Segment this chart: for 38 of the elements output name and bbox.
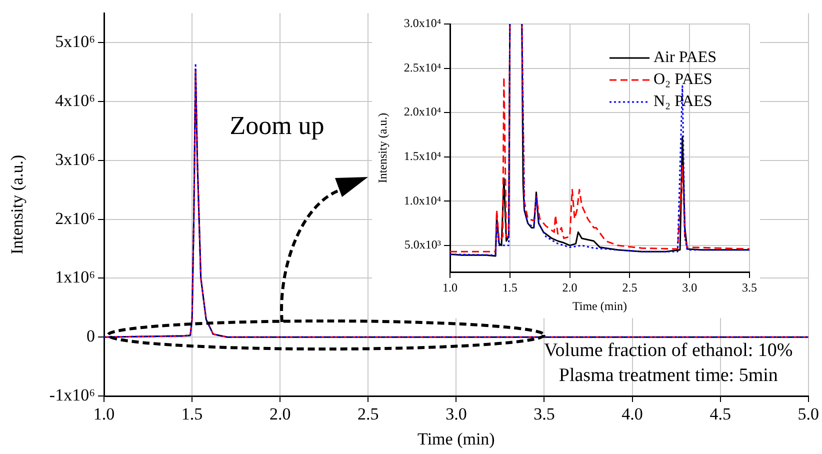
x-tick-label: 5.0 bbox=[798, 404, 819, 424]
y-tick-label: 1.0x10⁴ bbox=[404, 193, 441, 208]
x-tick-label: 3.0 bbox=[446, 404, 467, 424]
x-tick-label: 2.5 bbox=[622, 280, 638, 294]
y-tick-label: 3.0x10⁴ bbox=[404, 16, 441, 30]
x-axis-title: Time (min) bbox=[572, 298, 628, 313]
y-axis-title: Intensity (a.u.) bbox=[375, 112, 390, 184]
y-tick-label: 3x10⁶ bbox=[55, 150, 96, 169]
x-tick-label: 2.5 bbox=[358, 404, 379, 424]
x-tick-label: 3.5 bbox=[742, 280, 757, 294]
y-tick-label: 0 bbox=[86, 326, 95, 346]
annotation: Plasma treatment time: 5min bbox=[558, 364, 778, 386]
annotation: Zoom up bbox=[230, 110, 324, 140]
y-tick-label: 4x10⁶ bbox=[55, 91, 96, 110]
y-tick-label: 5.0x10³ bbox=[404, 238, 442, 252]
y-tick-label: -1x10⁶ bbox=[49, 385, 96, 404]
x-axis-title: Time (min) bbox=[418, 429, 495, 448]
x-tick-label: 2.0 bbox=[269, 404, 291, 424]
x-tick-label: 4.0 bbox=[622, 404, 643, 424]
y-tick-label: 1.5x10⁴ bbox=[404, 149, 441, 164]
x-tick-label: 3.5 bbox=[534, 404, 555, 424]
x-tick-label: 1.5 bbox=[502, 280, 518, 294]
x-tick-label: 4.5 bbox=[710, 404, 731, 424]
legend-label: O₂ PAES bbox=[654, 71, 712, 88]
y-tick-label: 1x10⁶ bbox=[55, 268, 96, 287]
x-tick-label: 1.0 bbox=[442, 280, 458, 294]
y-tick-label: 2.5x10⁴ bbox=[404, 60, 441, 74]
x-tick-label: 2.0 bbox=[562, 280, 578, 294]
y-axis-title: Intensity (a.u.) bbox=[8, 154, 27, 254]
x-tick-label: 1.0 bbox=[93, 404, 115, 424]
annotation: Volume fraction of ethanol: 10% bbox=[544, 340, 793, 361]
y-tick-label: 5x10⁶ bbox=[55, 32, 96, 52]
x-tick-label: 1.5 bbox=[181, 404, 203, 424]
legend-label: N₂ PAES bbox=[654, 93, 712, 110]
x-tick-label: 3.0 bbox=[682, 280, 698, 294]
y-tick-label: 2x10⁶ bbox=[55, 208, 96, 228]
legend-label: Air PAES bbox=[654, 49, 716, 66]
y-tick-label: 2.0x10⁴ bbox=[404, 104, 441, 119]
